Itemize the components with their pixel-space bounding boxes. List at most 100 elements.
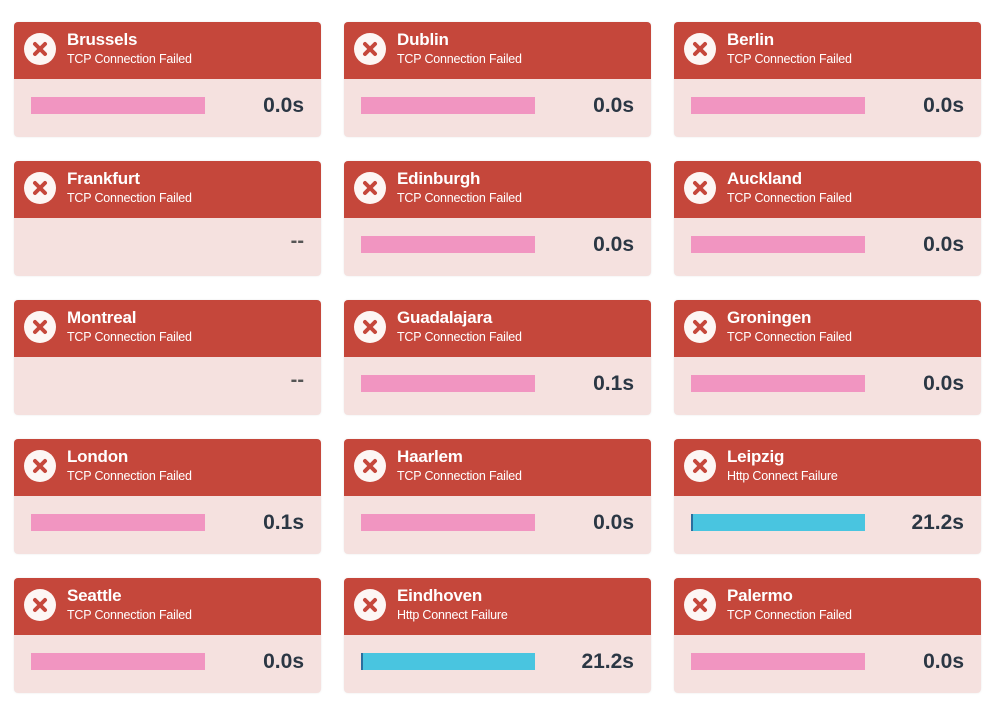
error-x-icon	[24, 172, 56, 204]
error-x-icon	[684, 33, 716, 65]
error-x-icon	[354, 33, 386, 65]
error-message: TCP Connection Failed	[67, 52, 192, 66]
error-x-icon	[24, 33, 56, 65]
card-body: 0.0s	[344, 496, 651, 554]
location-card-leipzig[interactable]: Leipzig Http Connect Failure 21.2s	[674, 439, 981, 554]
card-body: --	[14, 357, 321, 415]
response-time-bar	[691, 236, 865, 253]
location-name: Eindhoven	[397, 586, 483, 605]
response-time-bar	[691, 653, 865, 670]
error-message: TCP Connection Failed	[397, 469, 522, 483]
card-header: Eindhoven Http Connect Failure	[344, 578, 651, 635]
response-time: 21.2s	[581, 650, 634, 673]
location-name: London	[67, 447, 129, 466]
response-time: 0.0s	[923, 94, 964, 117]
location-card-london[interactable]: London TCP Connection Failed 0.1s	[14, 439, 321, 554]
location-card-seattle[interactable]: Seattle TCP Connection Failed 0.0s	[14, 578, 321, 693]
error-x-icon	[684, 450, 716, 482]
card-body: 0.0s	[674, 218, 981, 276]
card-body: 0.1s	[344, 357, 651, 415]
card-body: 0.0s	[14, 79, 321, 137]
location-name: Frankfurt	[67, 169, 140, 188]
error-message: TCP Connection Failed	[67, 191, 192, 205]
error-x-icon	[24, 589, 56, 621]
card-body: 0.0s	[344, 218, 651, 276]
location-card-frankfurt[interactable]: Frankfurt TCP Connection Failed --	[14, 161, 321, 276]
card-header: Auckland TCP Connection Failed	[674, 161, 981, 218]
card-header: London TCP Connection Failed	[14, 439, 321, 496]
location-card-haarlem[interactable]: Haarlem TCP Connection Failed 0.0s	[344, 439, 651, 554]
error-message: TCP Connection Failed	[67, 608, 192, 622]
response-time: 0.0s	[263, 94, 304, 117]
error-message: TCP Connection Failed	[727, 191, 852, 205]
error-message: TCP Connection Failed	[397, 330, 522, 344]
error-x-icon	[24, 311, 56, 343]
card-body: 0.0s	[344, 79, 651, 137]
location-name: Haarlem	[397, 447, 463, 466]
location-name: Auckland	[727, 169, 802, 188]
response-time-bar	[691, 375, 865, 392]
card-header: Guadalajara TCP Connection Failed	[344, 300, 651, 357]
location-card-eindhoven[interactable]: Eindhoven Http Connect Failure 21.2s	[344, 578, 651, 693]
location-card-groningen[interactable]: Groningen TCP Connection Failed 0.0s	[674, 300, 981, 415]
location-card-auckland[interactable]: Auckland TCP Connection Failed 0.0s	[674, 161, 981, 276]
location-name: Edinburgh	[397, 169, 481, 188]
response-time: 0.1s	[263, 511, 304, 534]
response-time: 0.0s	[923, 233, 964, 256]
location-card-berlin[interactable]: Berlin TCP Connection Failed 0.0s	[674, 22, 981, 137]
response-time: 0.0s	[593, 94, 634, 117]
location-name: Guadalajara	[397, 308, 493, 327]
card-header: Groningen TCP Connection Failed	[674, 300, 981, 357]
error-message: TCP Connection Failed	[727, 608, 852, 622]
card-body: 0.0s	[674, 79, 981, 137]
error-x-icon	[684, 172, 716, 204]
error-x-icon	[354, 589, 386, 621]
error-message: TCP Connection Failed	[67, 469, 192, 483]
error-x-icon	[684, 311, 716, 343]
response-time-bar	[691, 97, 865, 114]
error-x-icon	[354, 311, 386, 343]
error-message: Http Connect Failure	[397, 608, 508, 622]
error-message: TCP Connection Failed	[397, 52, 522, 66]
location-card-dublin[interactable]: Dublin TCP Connection Failed 0.0s	[344, 22, 651, 137]
response-time-bar	[361, 97, 535, 114]
location-card-edinburgh[interactable]: Edinburgh TCP Connection Failed 0.0s	[344, 161, 651, 276]
card-header: Montreal TCP Connection Failed	[14, 300, 321, 357]
error-x-icon	[24, 450, 56, 482]
location-name: Montreal	[67, 308, 137, 327]
response-time: 0.1s	[593, 372, 634, 395]
response-time-bar	[31, 653, 205, 670]
error-message: TCP Connection Failed	[67, 330, 192, 344]
location-card-montreal[interactable]: Montreal TCP Connection Failed --	[14, 300, 321, 415]
response-time: 0.0s	[923, 372, 964, 395]
response-time-bar	[361, 653, 535, 670]
error-message: TCP Connection Failed	[397, 191, 522, 205]
card-header: Edinburgh TCP Connection Failed	[344, 161, 651, 218]
location-name: Seattle	[67, 586, 122, 605]
error-message: TCP Connection Failed	[727, 330, 852, 344]
error-x-icon	[354, 450, 386, 482]
card-body: 0.0s	[674, 357, 981, 415]
card-body: 0.1s	[14, 496, 321, 554]
location-card-brussels[interactable]: Brussels TCP Connection Failed 0.0s	[14, 22, 321, 137]
location-card-palermo[interactable]: Palermo TCP Connection Failed 0.0s	[674, 578, 981, 693]
location-name: Groningen	[727, 308, 812, 327]
location-card-guadalajara[interactable]: Guadalajara TCP Connection Failed 0.1s	[344, 300, 651, 415]
response-time: 0.0s	[593, 511, 634, 534]
card-header: Leipzig Http Connect Failure	[674, 439, 981, 496]
response-time-bar	[361, 375, 535, 392]
card-body: 21.2s	[674, 496, 981, 554]
card-header: Dublin TCP Connection Failed	[344, 22, 651, 79]
error-x-icon	[354, 172, 386, 204]
card-body: 0.0s	[14, 635, 321, 693]
response-time: 0.0s	[593, 233, 634, 256]
location-name: Brussels	[67, 30, 138, 49]
error-message: TCP Connection Failed	[727, 52, 852, 66]
response-time: 0.0s	[263, 650, 304, 673]
response-time: --	[290, 230, 304, 252]
error-message: Http Connect Failure	[727, 469, 838, 483]
card-body: 21.2s	[344, 635, 651, 693]
card-header: Haarlem TCP Connection Failed	[344, 439, 651, 496]
location-name: Dublin	[397, 30, 449, 49]
card-header: Frankfurt TCP Connection Failed	[14, 161, 321, 218]
